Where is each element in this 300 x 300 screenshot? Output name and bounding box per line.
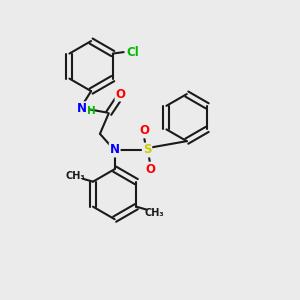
Text: Cl: Cl (126, 46, 139, 59)
Text: N: N (110, 143, 120, 157)
Text: O: O (139, 124, 149, 137)
Text: CH₃: CH₃ (65, 171, 85, 181)
Text: CH₃: CH₃ (144, 208, 164, 218)
Text: O: O (145, 163, 155, 176)
Text: O: O (116, 88, 126, 100)
Text: H: H (87, 106, 96, 116)
Text: S: S (143, 143, 151, 157)
Text: N: N (77, 102, 87, 115)
